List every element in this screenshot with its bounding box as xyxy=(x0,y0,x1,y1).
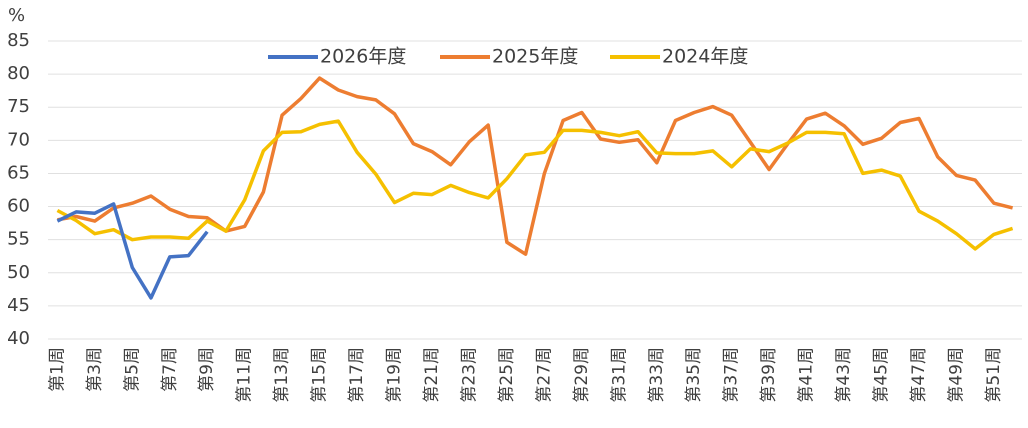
legend-label: 2024年度 xyxy=(662,46,748,68)
x-tick-label: 第29周 xyxy=(572,347,592,403)
y-tick-label: 65 xyxy=(7,162,30,183)
x-tick-label: 第23周 xyxy=(459,347,479,403)
y-tick-label: 75 xyxy=(7,96,30,117)
x-tick-label: 第35周 xyxy=(684,347,704,403)
y-axis-label: % xyxy=(8,5,25,26)
x-tick-label: 第11周 xyxy=(235,347,255,403)
x-tick-label: 第9周 xyxy=(197,347,217,392)
x-tick-label: 第47周 xyxy=(909,347,929,403)
x-tick-label: 第37周 xyxy=(722,347,742,403)
x-tick-label: 第17周 xyxy=(347,347,367,403)
x-tick-label: 第45周 xyxy=(872,347,892,403)
series-line xyxy=(56,202,209,300)
x-tick-label: 第49周 xyxy=(946,347,966,403)
x-tick-label: 第25周 xyxy=(497,347,517,403)
x-tick-label: 第39周 xyxy=(759,347,779,403)
series-line xyxy=(56,119,1014,251)
y-tick-label: 80 xyxy=(7,63,30,84)
legend-label: 2025年度 xyxy=(492,46,578,68)
x-tick-label: 第15周 xyxy=(310,347,330,403)
y-tick-label: 70 xyxy=(7,129,30,150)
x-tick-label: 第33周 xyxy=(647,347,667,403)
x-tick-label: 第27周 xyxy=(534,347,554,403)
x-tick-label: 第5周 xyxy=(122,347,142,392)
y-tick-label: 85 xyxy=(7,30,30,51)
x-tick-label: 第41周 xyxy=(797,347,817,403)
y-tick-label: 60 xyxy=(7,196,30,217)
x-tick-label: 第21周 xyxy=(422,347,442,403)
y-tick-label: 40 xyxy=(7,328,30,349)
x-tick-label: 第31周 xyxy=(609,347,629,403)
x-tick-label: 第19周 xyxy=(385,347,405,403)
x-tick-label: 第3周 xyxy=(85,347,105,392)
y-tick-label: 50 xyxy=(7,262,30,283)
y-tick-label: 55 xyxy=(7,229,30,250)
x-tick-label: 第43周 xyxy=(834,347,854,403)
x-tick-label: 第7周 xyxy=(160,347,180,392)
y-tick-label: 45 xyxy=(7,295,30,316)
x-tick-label: 第13周 xyxy=(272,347,292,403)
x-tick-label: 第1周 xyxy=(47,347,67,392)
legend-label: 2026年度 xyxy=(320,46,406,68)
x-tick-label: 第51周 xyxy=(984,347,1004,403)
